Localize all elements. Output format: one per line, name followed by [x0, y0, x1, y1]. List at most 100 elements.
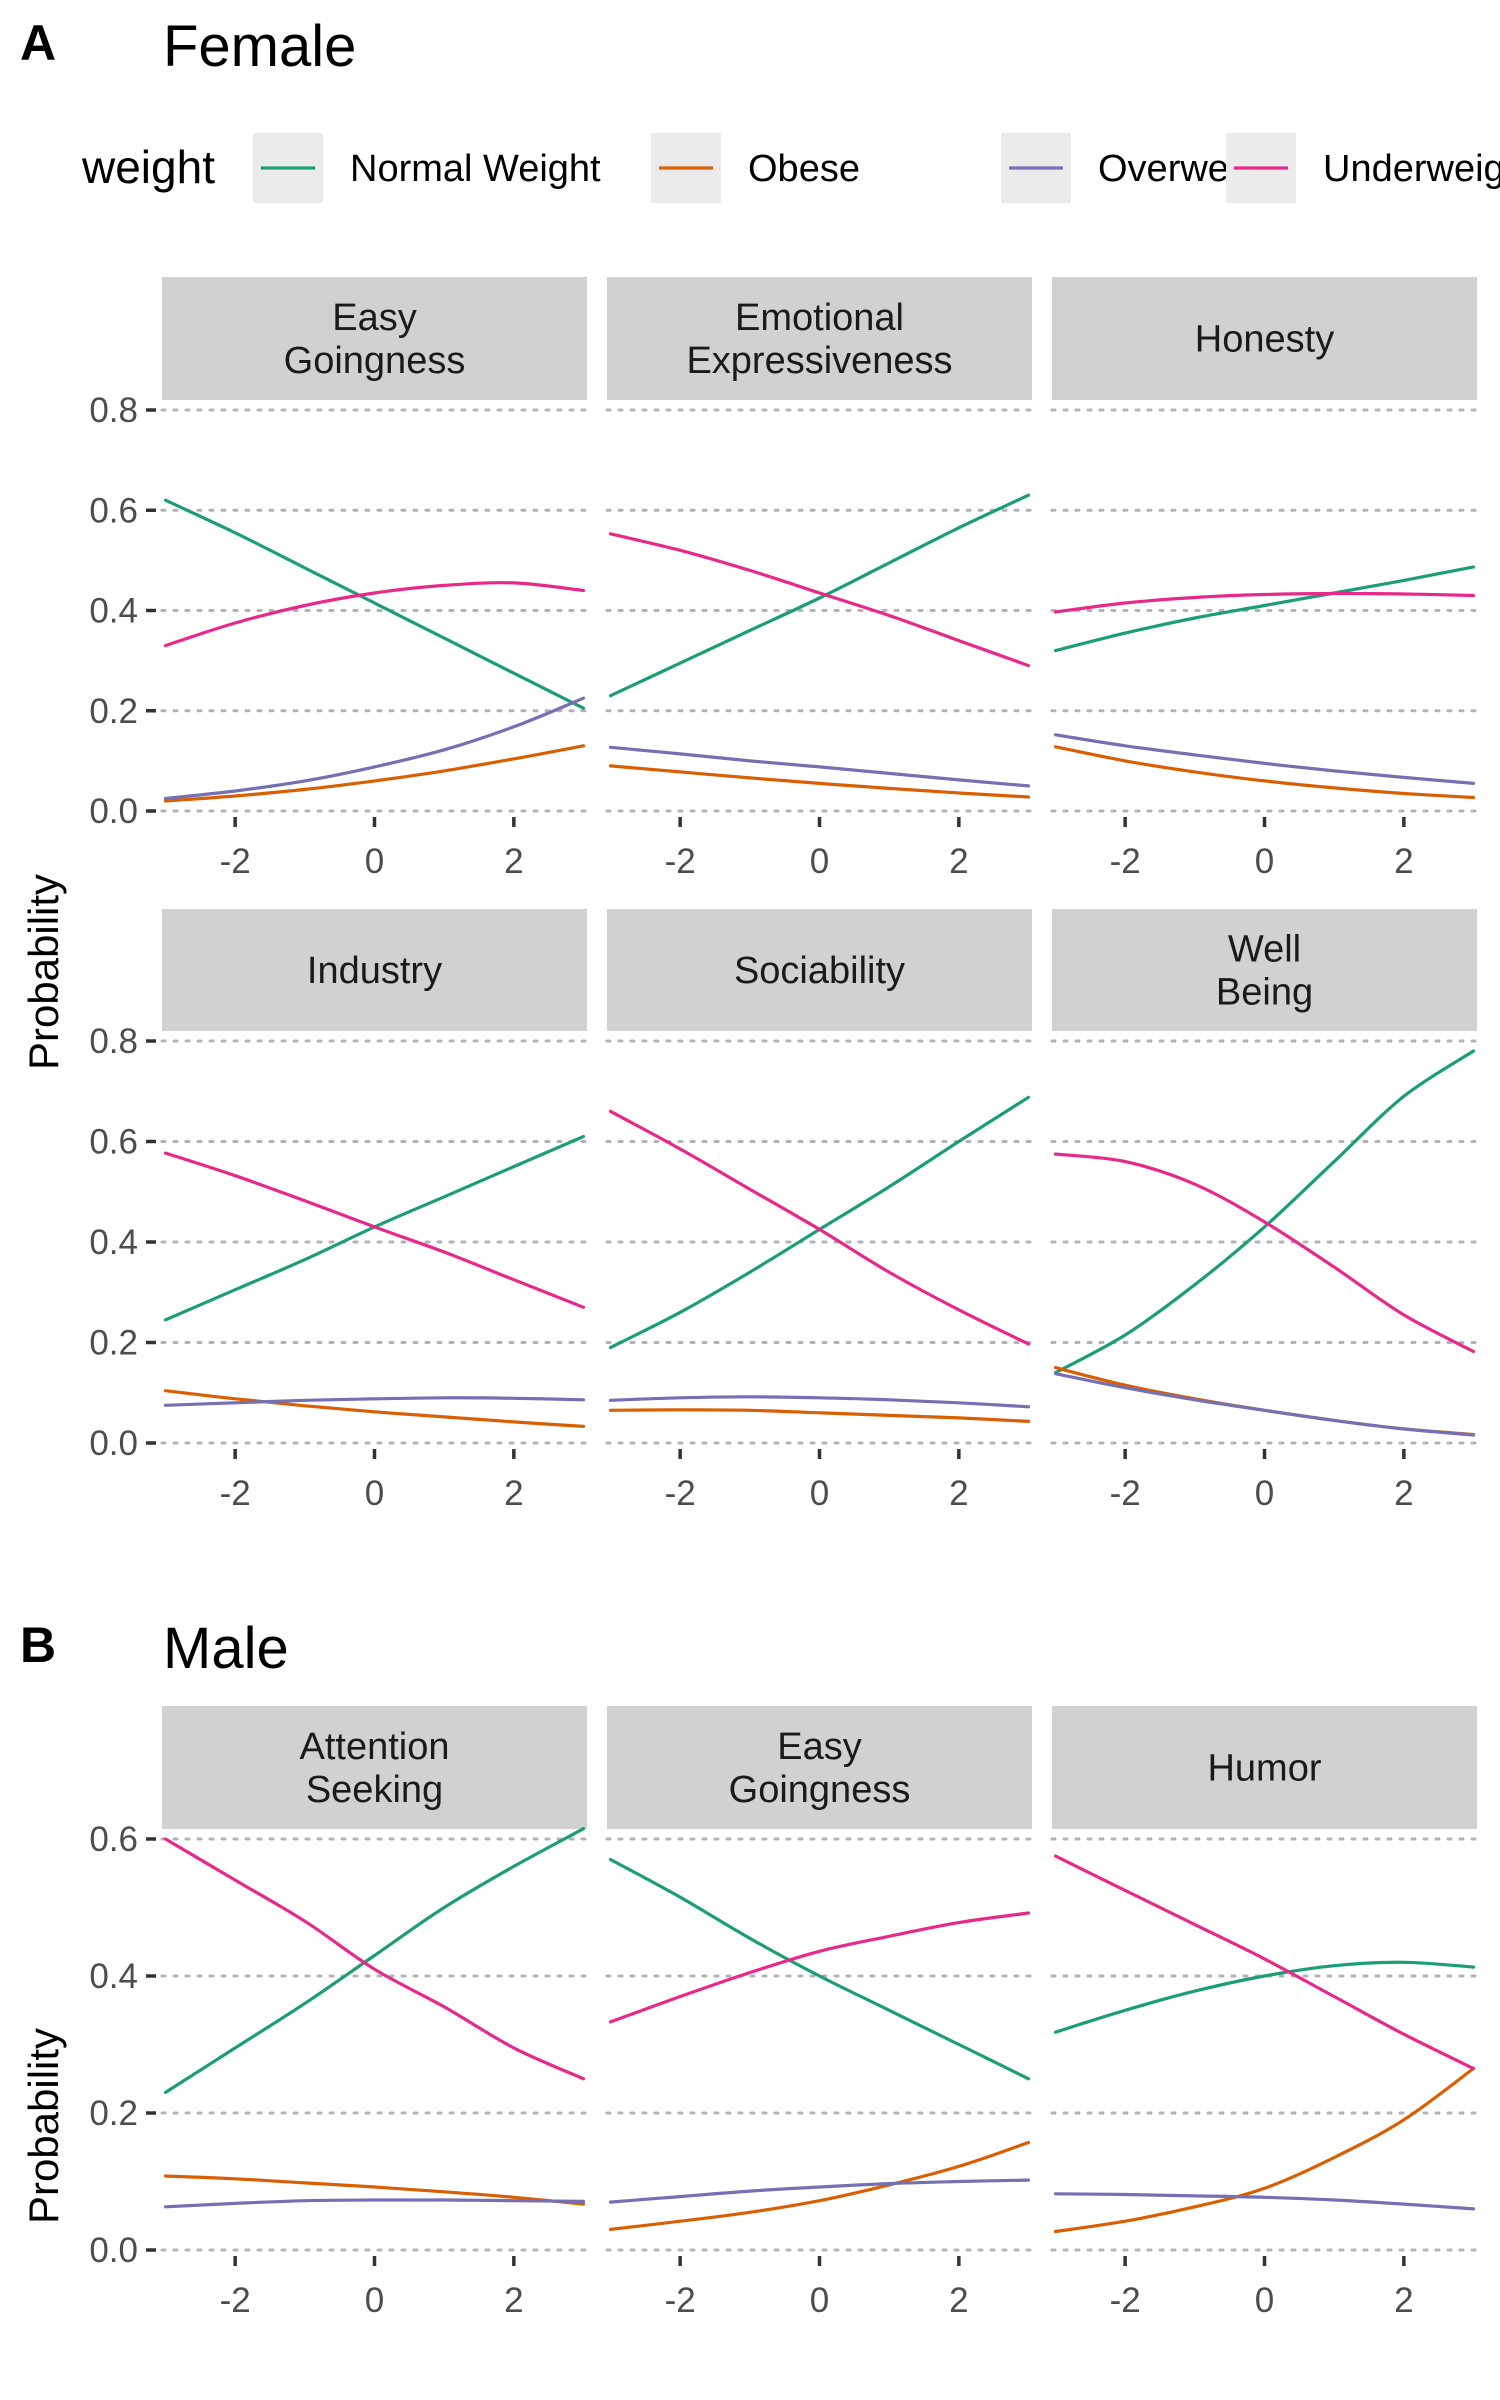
- x-tick-label: 2: [504, 842, 523, 881]
- x-tick-label: -2: [220, 1474, 251, 1513]
- x-tick-label: 0: [810, 1474, 829, 1513]
- facet-panel-sociability: Sociability -2 0 2: [605, 909, 1034, 1513]
- series-line-overweight: [1053, 1372, 1476, 1437]
- x-tick-label: 0: [810, 842, 829, 881]
- y-tick-label: 0.2: [89, 1324, 138, 1363]
- x-tick-label: 2: [1394, 2281, 1413, 2320]
- facet-panel-humor: Humor -2 0 2: [1050, 1706, 1479, 2320]
- series-line-normal-weight: [1053, 565, 1476, 653]
- x-tick-label: 0: [365, 2281, 384, 2320]
- facet-panel-industry: Industry 0.0 0.2 0.4 0.6 0.8 -2 0 2: [89, 909, 589, 1513]
- facet-strip-label: Goingness: [729, 1769, 911, 1811]
- y-tick-label: 0.8: [89, 391, 138, 430]
- section-title-male: Male: [163, 1616, 289, 1681]
- series-line-obese: [163, 1389, 586, 1428]
- facet-strip: [607, 1706, 1032, 1829]
- facet-strip: [1052, 909, 1477, 1031]
- facet-strip: [607, 909, 1032, 1031]
- series-line-underweight: [1053, 1854, 1476, 2071]
- series-line-normal-weight: [1053, 1960, 1476, 2034]
- series-line-obese: [1053, 1366, 1476, 1437]
- y-tick-label: 0.4: [89, 1223, 138, 1262]
- facet-strip-label: Easy: [332, 297, 416, 339]
- panel-letter-a: A: [20, 15, 56, 71]
- x-tick-label: -2: [665, 842, 696, 881]
- y-axis-title-male: Probability: [20, 2028, 67, 2224]
- series-line-overweight: [1053, 733, 1476, 785]
- y-tick-label: 0.4: [89, 592, 138, 631]
- facet-strip-label: Goingness: [284, 340, 466, 382]
- y-tick-label: 0.0: [89, 1424, 138, 1463]
- series-line-overweight: [163, 2198, 586, 2209]
- facet-strip: [162, 1706, 587, 1829]
- facet-strip-label: Sociability: [734, 950, 905, 992]
- series-line-underweight: [608, 1911, 1031, 2024]
- x-tick-label: 2: [504, 1474, 523, 1513]
- facet-strip: [1052, 277, 1477, 400]
- x-tick-label: 0: [365, 842, 384, 881]
- facet-strip-label: Easy: [777, 1726, 861, 1768]
- series-line-obese: [1053, 745, 1476, 800]
- facet-strip: [162, 909, 587, 1031]
- x-tick-label: 2: [949, 842, 968, 881]
- facet-strip: [162, 277, 587, 400]
- series-line-overweight: [163, 696, 586, 801]
- series-line-obese: [163, 2174, 586, 2206]
- x-tick-label: -2: [1110, 842, 1141, 881]
- panel-letter-b: B: [20, 1617, 56, 1673]
- x-tick-label: 0: [810, 2281, 829, 2320]
- facet-strip: [607, 277, 1032, 400]
- x-tick-label: 2: [504, 2281, 523, 2320]
- facet-panel-honesty: Honesty -2 0 2: [1050, 277, 1479, 881]
- facet-strip-label: Humor: [1207, 1748, 1321, 1790]
- series-line-obese: [608, 764, 1031, 799]
- legend: weight Normal Weight Obese Overweight Under…: [81, 133, 1500, 203]
- series-line-obese: [608, 1408, 1031, 1423]
- series-line-underweight: [163, 1151, 586, 1309]
- x-tick-label: 2: [1394, 842, 1413, 881]
- x-tick-label: -2: [1110, 1474, 1141, 1513]
- facet-strip-label: Well: [1228, 929, 1301, 971]
- x-tick-label: 2: [949, 2281, 968, 2320]
- y-tick-label: 0.6: [89, 491, 138, 530]
- y-tick-label: 0.0: [89, 2231, 138, 2270]
- legend-entry-underweight: Underweight: [1323, 148, 1500, 190]
- series-line-overweight: [1053, 2192, 1476, 2211]
- series-line-underweight: [163, 1837, 586, 2081]
- y-tick-label: 0.6: [89, 1820, 138, 1859]
- x-tick-label: 2: [1394, 1474, 1413, 1513]
- y-tick-label: 0.2: [89, 2094, 138, 2133]
- series-line-underweight: [1053, 1152, 1476, 1354]
- x-tick-label: -2: [220, 842, 251, 881]
- series-line-normal-weight: [608, 1857, 1031, 2081]
- series-line-underweight: [163, 581, 586, 648]
- y-tick-label: 0.8: [89, 1022, 138, 1061]
- y-tick-label: 0.2: [89, 692, 138, 731]
- series-line-normal-weight: [608, 1095, 1031, 1350]
- legend-title: weight: [81, 141, 215, 193]
- series-line-underweight: [1053, 591, 1476, 614]
- facet-strip-label: Attention: [300, 1726, 450, 1768]
- series-line-normal-weight: [163, 498, 586, 710]
- x-tick-label: 2: [949, 1474, 968, 1513]
- y-tick-label: 0.4: [89, 1957, 138, 1996]
- x-tick-label: 0: [1255, 2281, 1274, 2320]
- facet-strip-label: Honesty: [1195, 319, 1334, 361]
- series-line-overweight: [608, 2178, 1031, 2204]
- y-tick-label: 0.6: [89, 1123, 138, 1162]
- y-tick-label: 0.0: [89, 792, 138, 831]
- series-line-overweight: [163, 1396, 586, 1407]
- legend-entry-normal-weight: Normal Weight: [350, 148, 601, 190]
- series-line-normal-weight: [163, 1827, 586, 2094]
- facet-strip-label: Being: [1216, 972, 1313, 1014]
- series-line-obese: [1053, 2066, 1476, 2234]
- series-line-underweight: [608, 532, 1031, 668]
- series-line-underweight: [608, 1109, 1031, 1346]
- facet-strip-label: Emotional: [735, 297, 904, 339]
- y-axis-title-female: Probability: [20, 874, 67, 1070]
- series-line-obese: [163, 744, 586, 803]
